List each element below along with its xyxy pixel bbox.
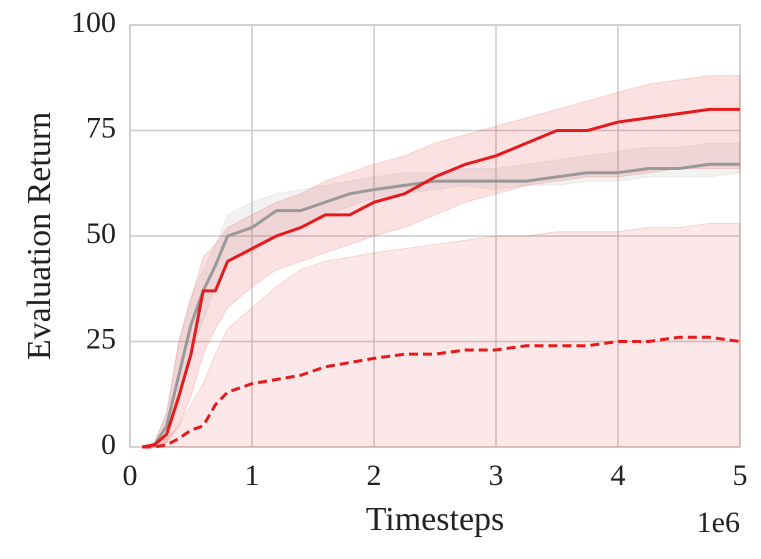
y-tick-label: 100 bbox=[71, 6, 116, 39]
x-offset-label: 1e6 bbox=[697, 506, 740, 539]
x-tick-label: 3 bbox=[489, 459, 504, 492]
series-line bbox=[141, 107, 740, 449]
confidence-band bbox=[142, 75, 741, 448]
y-axis-label: Evaluation Return bbox=[21, 112, 58, 360]
y-tick-label: 0 bbox=[101, 428, 116, 461]
y-tick-label: 25 bbox=[86, 322, 116, 355]
x-tick-label: 2 bbox=[367, 459, 382, 492]
x-tick-label: 0 bbox=[123, 459, 138, 492]
x-tick-label: 5 bbox=[733, 459, 748, 492]
y-tick-label: 75 bbox=[86, 111, 116, 144]
confidence-band bbox=[142, 222, 741, 448]
x-tick-label: 4 bbox=[611, 459, 626, 492]
x-tick-label: 1 bbox=[245, 459, 260, 492]
confidence-band bbox=[142, 142, 741, 448]
y-tick-label: 50 bbox=[86, 217, 116, 250]
series-line bbox=[141, 162, 740, 449]
x-axis-label: Timesteps bbox=[366, 501, 505, 538]
series-line bbox=[142, 335, 741, 449]
